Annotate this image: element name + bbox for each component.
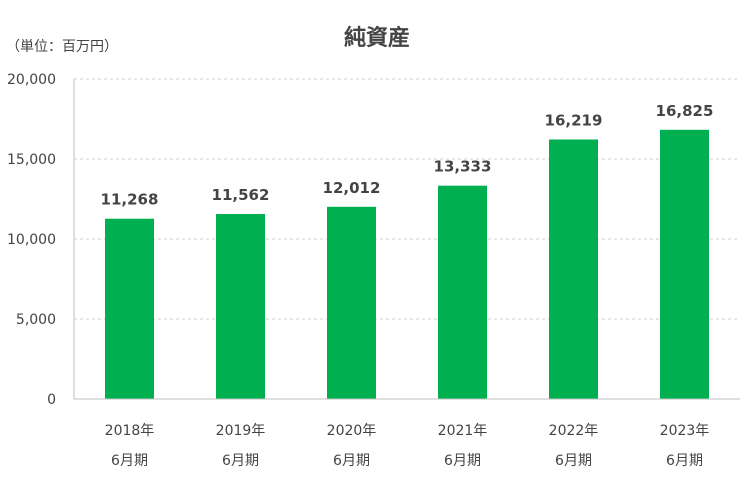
x-tick-label-year: 2019年	[216, 423, 266, 439]
data-label: 11,562	[212, 186, 270, 204]
x-tick-label-period: 6月期	[333, 453, 370, 469]
x-tick-label-period: 6月期	[222, 453, 259, 469]
x-tick-label-year: 2020年	[327, 423, 377, 439]
x-tick-label-period: 6月期	[111, 453, 148, 469]
x-tick-label-period: 6月期	[444, 453, 481, 469]
y-tick-label: 10,000	[7, 232, 56, 248]
chart-title: 純資産	[344, 25, 410, 51]
x-tick-label-period: 6月期	[666, 453, 703, 469]
bar	[660, 129, 709, 400]
x-tick-label-year: 2021年	[438, 423, 488, 439]
bar	[438, 185, 487, 399]
bar	[549, 139, 598, 399]
x-tick-label-year: 2022年	[549, 423, 599, 439]
data-label: 11,268	[101, 191, 159, 209]
y-tick-label: 15,000	[7, 152, 56, 168]
y-tick-label: 5,000	[16, 312, 56, 328]
data-label: 13,333	[434, 158, 492, 176]
data-label: 16,219	[545, 111, 603, 129]
data-labels: 11,268 11,562 12,012 13,333 16,219 16,825	[101, 102, 714, 209]
bar	[216, 214, 265, 399]
data-label: 12,012	[323, 179, 381, 197]
x-tick-label-year: 2023年	[660, 423, 710, 439]
unit-label: （単位：百万円）	[6, 39, 118, 55]
x-tick-label-period: 6月期	[555, 453, 592, 469]
bars	[105, 129, 709, 400]
y-axis-ticks: 0 5,000 10,000 15,000 20,000	[7, 72, 56, 408]
bar	[105, 218, 154, 399]
y-tick-label: 20,000	[7, 72, 56, 88]
bar	[327, 206, 376, 399]
data-label: 16,825	[656, 102, 714, 120]
x-tick-label-year: 2018年	[105, 423, 155, 439]
y-tick-label: 0	[47, 392, 56, 408]
gridlines	[74, 78, 740, 320]
x-axis-labels: 2018年 6月期 2019年 6月期 2020年 6月期 2021年 6月期 2022年 6月期…	[105, 423, 710, 469]
